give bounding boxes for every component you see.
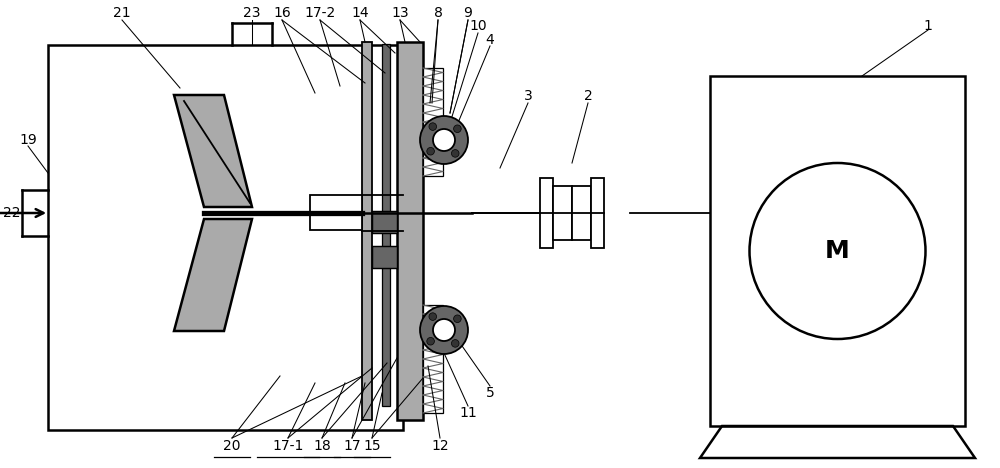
Bar xyxy=(372,211,397,233)
Bar xyxy=(553,186,572,240)
Circle shape xyxy=(433,129,455,151)
Circle shape xyxy=(429,313,437,321)
Bar xyxy=(382,44,390,406)
Polygon shape xyxy=(174,95,252,207)
Bar xyxy=(710,76,965,426)
Circle shape xyxy=(427,337,434,345)
Polygon shape xyxy=(174,219,252,331)
Text: 12: 12 xyxy=(431,439,449,453)
Bar xyxy=(372,246,397,268)
Bar xyxy=(397,42,423,420)
Circle shape xyxy=(451,340,459,347)
Text: 4: 4 xyxy=(486,33,494,47)
Bar xyxy=(48,45,403,430)
Circle shape xyxy=(420,306,468,354)
Text: 8: 8 xyxy=(434,6,442,20)
Text: 14: 14 xyxy=(351,6,369,20)
Circle shape xyxy=(420,116,468,164)
Bar xyxy=(591,178,604,248)
Text: 10: 10 xyxy=(469,19,487,33)
Text: 3: 3 xyxy=(524,89,532,103)
Text: 19: 19 xyxy=(19,133,37,147)
Text: 16: 16 xyxy=(273,6,291,20)
Text: 18: 18 xyxy=(313,439,331,453)
Circle shape xyxy=(451,150,459,157)
Bar xyxy=(423,68,443,176)
Text: 21: 21 xyxy=(113,6,131,20)
Text: 2: 2 xyxy=(584,89,592,103)
Text: 20: 20 xyxy=(223,439,241,453)
Circle shape xyxy=(427,147,434,155)
Text: M: M xyxy=(825,239,850,263)
Text: 22: 22 xyxy=(3,206,21,220)
Text: 17-1: 17-1 xyxy=(272,439,304,453)
Text: 17: 17 xyxy=(343,439,361,453)
Text: 23: 23 xyxy=(243,6,261,20)
Bar xyxy=(362,42,372,420)
Circle shape xyxy=(454,125,461,132)
Text: 1: 1 xyxy=(924,19,932,33)
Circle shape xyxy=(429,123,437,131)
Circle shape xyxy=(454,315,461,322)
Circle shape xyxy=(433,319,455,341)
Text: 11: 11 xyxy=(459,406,477,420)
Text: 5: 5 xyxy=(486,386,494,400)
Bar xyxy=(540,178,553,248)
Text: 9: 9 xyxy=(464,6,472,20)
Text: 15: 15 xyxy=(363,439,381,453)
Text: 17-2: 17-2 xyxy=(304,6,336,20)
Bar xyxy=(310,195,362,230)
Text: 13: 13 xyxy=(391,6,409,20)
Bar xyxy=(423,305,443,413)
Bar xyxy=(572,186,591,240)
